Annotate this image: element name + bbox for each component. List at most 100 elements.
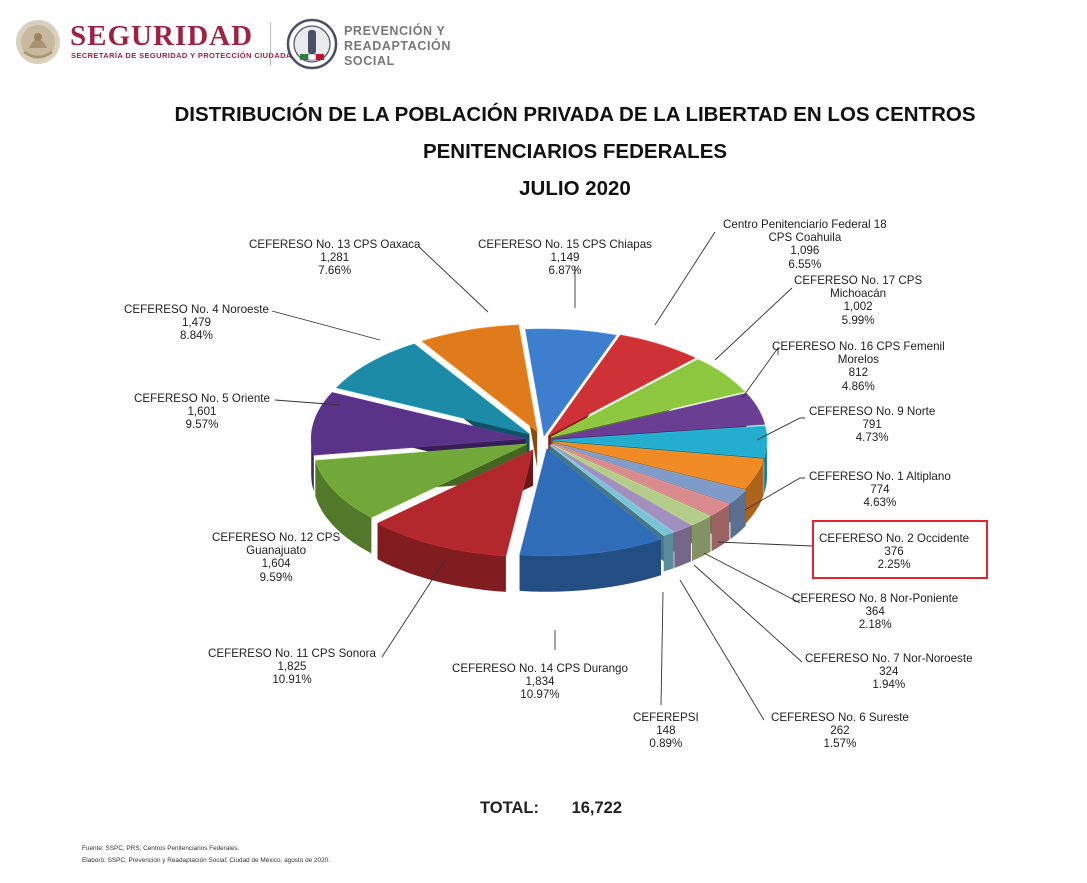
slice-label: CEFERESO No. 2 Occidente 376 2.25% [819,532,969,572]
slice-value: 774 [870,483,890,497]
slice-name: Guanajuato [246,544,307,558]
leader-line [744,477,805,511]
slice-top [376,449,534,557]
slice-value: 364 [865,605,885,619]
slice-value: 1,825 [277,660,307,674]
brand-subtitle-line: Y PROTECCIÓN CIUDADANA [190,51,304,60]
slice-name: CEFERESO No. 11 CPS Sonora [208,647,376,660]
footer-source: Fuente: SSPC, PRS, Centros Penitenciario… [82,845,240,852]
footer-credit: Elaboró: SSPC, Prevención y Readaptación… [82,857,330,864]
slice-value: 791 [862,418,882,432]
slice-outer-wall [311,438,314,492]
leader-line [714,287,793,361]
slice-percent: 4.63% [863,496,897,510]
slice-top [549,444,675,536]
slice-percent: 9.57% [185,418,219,432]
leader-line [717,541,813,547]
slice-name: CEFERESO No. 6 Sureste [771,711,909,724]
slice-value: 376 [884,545,904,559]
slice-label: CEFERESO No. 7 Nor-Noroeste 324 1.94% [805,652,973,692]
brand-subtitle: SECRETARÍA DE SEGURIDAD Y PROTECCIÓN CIU… [71,51,303,60]
slice-percent: 2.18% [858,618,892,632]
slice-label: CEFERESO No. 14 CPS Durango 1,834 10.97% [452,662,628,702]
slice-name: CEFERESO No. 4 Noroeste [124,303,269,316]
slice-value: 1,149 [550,251,580,265]
slice-outer-wall [315,460,372,554]
slice-name: CEFERESO No. 12 CPS [212,531,341,544]
slice-label: Centro Penitenciario Federal 18 CPS Coahu… [723,218,887,271]
leader-line [693,564,803,663]
mexico-coat-of-arms-icon [16,20,60,64]
slice-percent: 10.97% [520,688,560,702]
slice-value: 812 [848,366,869,380]
slice-percent: 6.87% [548,264,582,278]
slice-value: 324 [879,665,899,679]
brand-title: SEGURIDAD [70,20,254,52]
slice-percent: 7.66% [318,264,352,278]
chart-title-line: PENITENCIARIOS FEDERALES [422,140,728,163]
slice-label: CEFERESO No. 16 CPS Femenil Morelos 812 4.8… [772,340,945,393]
slice-value: 148 [656,724,676,738]
slice-top [547,334,696,437]
slice-label: CEFERESO No. 11 CPS Sonora 1,825 10.91% [208,647,376,687]
pie-slice [525,328,617,437]
slice-name: CEFERESO No. 7 Nor-Noroeste [805,652,973,665]
slice-name: CEFERESO No. 8 Nor-Poniente [792,592,959,605]
slice-name: CEFERESO No. 17 CPS [794,274,923,287]
slice-percent: 2.25% [877,558,911,572]
slice-top [550,444,692,533]
slice-percent: 10.91% [272,673,312,687]
slice-name: CPS Coahuila [768,231,842,245]
agency-name-line: PREVENCIÓN Y [344,24,446,38]
slice-value: 1,604 [261,557,291,571]
total-value: 16,722 [571,799,623,817]
slice-value: 1,601 [187,405,217,419]
slice-name: Centro Penitenciario Federal 18 [723,218,887,231]
slice-name: Michoacán [830,287,887,301]
chart-title-line: JULIO 2020 [519,177,631,200]
slice-label: CEFERESO No. 8 Nor-Poniente 364 2.18% [792,592,958,632]
leader-line [654,231,716,326]
slice-name: CEFERESO No. 15 CPS Chiapas [478,238,652,251]
slice-outer-wall [519,539,661,592]
slice-top [519,448,662,557]
slice-top [551,444,712,526]
slice-top [525,328,617,437]
slice-outer-wall [730,490,746,540]
slice-top [552,425,768,458]
slice-percent: 1.94% [872,678,906,692]
slice-value: 1,096 [790,244,820,258]
slice-label: CEFERESO No. 12 CPS Guanajuato 1,604 9.59% [212,531,340,584]
total-label: TOTAL: [480,799,539,817]
slice-outer-wall [744,459,764,525]
agency-name-line: READAPTACIÓN [344,39,451,53]
leader-line [271,310,381,341]
slice-percent: 9.59% [259,570,293,584]
slice-outer-wall [691,515,711,561]
brand-subtitle-line: SECRETARÍA DE SEGURIDAD [71,51,188,60]
slice-outer-wall [711,503,730,552]
slice-top [335,343,530,435]
slice-name: CEFERESO No. 13 CPS Oaxaca [249,238,421,251]
slice-name: CEFERESO No. 16 CPS Femenil [772,340,945,353]
slice-outer-wall [663,532,674,572]
slice-percent: 4.73% [855,431,889,445]
slice-name: CEFERESO No. 2 Occidente [819,532,970,545]
slice-top [553,442,747,504]
leader-line [417,245,489,313]
slice-label: CEFERESO No. 6 Sureste 262 1.57% [771,711,909,751]
slice-outer-wall [674,525,691,568]
header-divider [270,22,271,66]
highlight-box [812,520,988,579]
slice-top [552,441,765,489]
leader-line [679,579,765,721]
leader-line [274,399,341,406]
leader-line [756,417,805,441]
slice-top [314,443,527,518]
slice-name: CEFERESO No. 1 Altiplano [809,470,951,483]
agency-name-line: SOCIAL [344,54,395,68]
agency-name: PREVENCIÓN Y READAPTACIÓN SOCIAL [344,24,451,69]
slice-percent: 0.89% [649,737,683,751]
leader-line [381,559,446,658]
